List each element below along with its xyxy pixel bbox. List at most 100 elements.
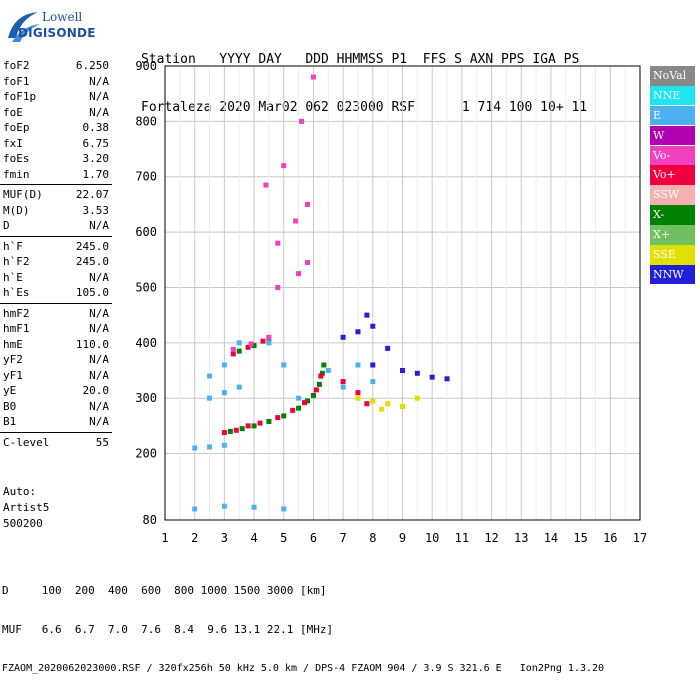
data-point-vo- [257,420,263,426]
plot-tick-labels: 1 2 3 4 5 6 7 8 9 10 11 12 13 14 15 16 17802003004005006… [135,59,647,545]
data-point-x- [296,405,302,411]
param-key: B0 [3,399,17,413]
logo-swoosh-icon [8,12,40,42]
param-value: 6.250 [75,59,109,72]
param-row: M(D) 3.53 [0,203,112,219]
data-point-vo- [266,334,272,340]
x-tick-label: 6 [310,531,317,545]
data-point-vo- [302,400,308,406]
param-row: yF2 N/A [0,352,112,368]
param-key: h`F2 [3,255,30,268]
file-info-row: FZAOM_2020062023000.RSF / 320fx256h 50 k… [2,663,605,674]
data-point-vo- [318,373,324,379]
data-point-e [207,373,213,379]
direction-legend: NoVal NNE E W Vo- Vo+ SSW X- X+ SSE NNW [650,66,695,285]
data-point-nnw [370,323,376,329]
data-point-x- [321,362,327,368]
param-key: foF2 [3,59,30,72]
data-point-nnw [385,345,391,351]
y-tick-label: 900 [135,59,157,73]
legend-item: Vo- [650,145,695,166]
x-tick-label: 2 [191,531,198,545]
data-point-sse [355,395,361,401]
data-point-vo- [263,182,269,188]
data-point-x- [251,343,257,349]
param-value: 22.07 [75,188,109,201]
data-point-e [236,340,242,346]
param-key: D [3,219,10,232]
param-key: foEs [3,152,30,165]
param-key: fmin [3,167,30,181]
data-point-e [281,362,287,368]
data-point-vo- [248,341,254,347]
param-value: 3.20 [82,152,110,165]
y-tick-label: 200 [135,447,157,461]
param-row: foE N/A [0,105,112,121]
param-value: N/A [89,270,109,284]
data-point-sse [370,398,376,404]
legend-item: W [650,125,695,146]
x-tick-label: 14 [544,531,558,545]
header-values: Fortaleza 2020 Mar02 062 023000 RSF 1 71… [141,100,588,115]
legend-item: SSW [650,185,695,205]
x-tick-label: 1 [161,531,168,545]
param-value: 245.0 [75,255,109,268]
data-point-vo- [305,260,310,266]
y-tick-label: 800 [135,114,157,128]
ionogram-header: Station YYYY DAY DDD HHMMSS P1 FFS S AXN… [141,20,587,132]
y-tick-label: 400 [135,336,157,350]
param-value: N/A [89,219,109,232]
param-value: 55 [95,435,109,449]
y-tick-label: 300 [135,391,157,405]
data-point-vo- [245,423,251,429]
data-point-e [266,340,272,346]
data-point-e [325,368,331,374]
param-key: h`F [3,239,23,253]
data-point-e [192,506,198,512]
data-point-vo- [313,387,319,393]
legend-item: NNE [650,85,695,106]
legend-item: E [650,105,695,126]
param-key: h`E [3,270,23,284]
data-point-e [221,362,227,368]
param-value: 105.0 [75,286,109,299]
data-point-nnw [355,329,361,335]
data-point-vo- [296,271,302,277]
data-point-nnw [364,312,370,318]
auto-program: Artist5 [3,501,50,514]
param-row: h`Es 105.0 [0,285,112,301]
param-row: foEp 0.38 [0,120,112,136]
param-row: D N/A [0,218,112,234]
legend-item: NNW [650,264,695,285]
param-separator [0,184,112,185]
data-point-e [221,390,227,396]
x-tick-label: 5 [280,531,287,545]
param-row: yE 20.0 [0,383,112,399]
param-value: N/A [89,415,109,428]
data-point-nnw [444,376,450,382]
data-point-vo- [355,390,361,396]
data-point-vo- [310,74,316,80]
data-point-x- [266,337,272,343]
param-row: foF1p N/A [0,89,112,105]
param-separator [0,302,112,304]
footer-info: D 100 200 400 600 800 1000 1500 3000 [km… [2,558,604,688]
data-point-x- [319,370,325,376]
param-row: hmF2 N/A [0,306,112,322]
legend-item: X- [650,205,695,225]
logo-text-lowell: Lowell [42,10,83,24]
param-value: N/A [89,322,109,335]
param-key: hmE [3,337,23,351]
param-row: hmF1 N/A [0,321,112,337]
data-point-vo- [299,118,305,124]
param-row: B1 N/A [0,414,112,430]
data-point-e [340,384,346,390]
param-value: 1.70 [82,167,110,181]
data-point-vo- [290,407,296,413]
data-point-sse [414,395,420,401]
data-point-vo- [221,430,227,436]
param-key: foEp [3,121,30,134]
legend-item: SSE [650,245,695,265]
param-key: foF1 [3,74,30,88]
data-point-e [251,504,257,510]
